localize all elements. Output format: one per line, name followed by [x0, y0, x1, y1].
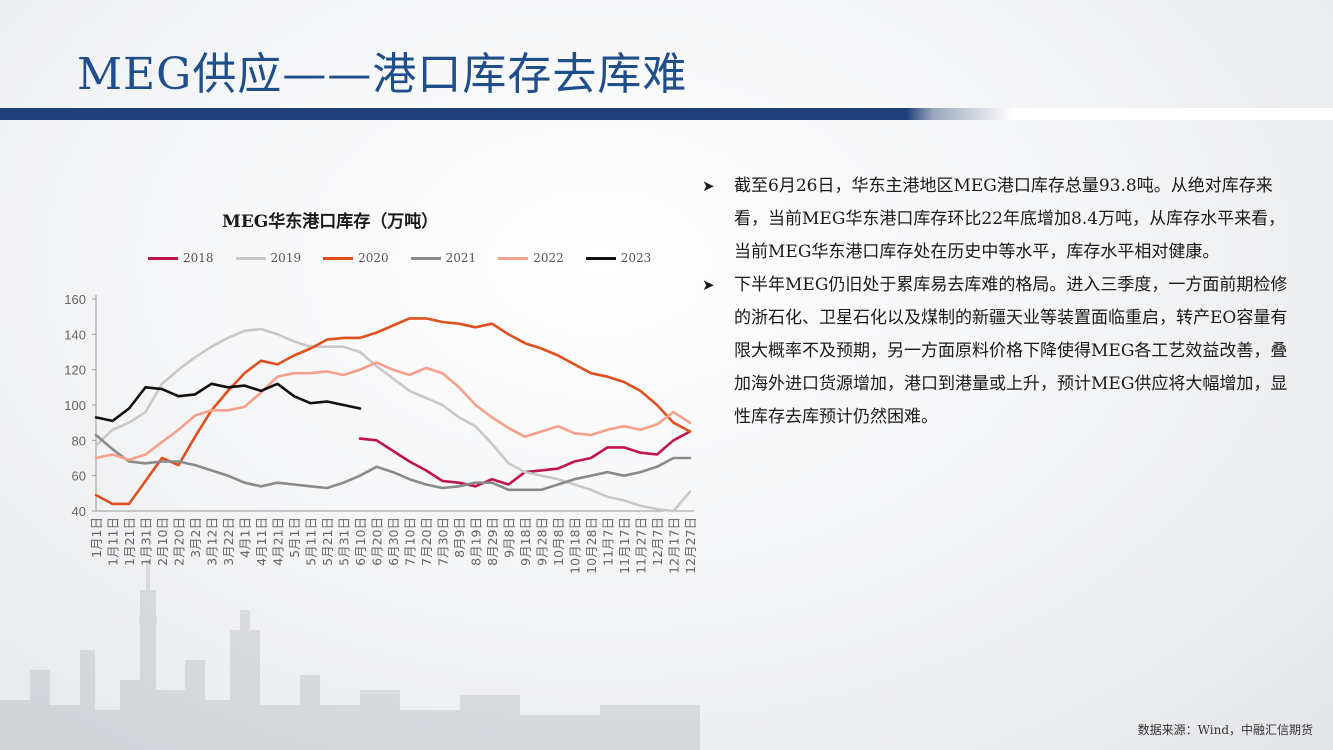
series-line-2021: [94, 433, 692, 492]
series-line-2020: [94, 317, 692, 506]
x-tick-label: 1月1日: [89, 517, 104, 558]
chart-legend: 2018 2019 2020 2021 2022 2023: [148, 251, 651, 265]
x-tick-label: 4月11日: [254, 517, 269, 566]
legend-swatch: [410, 256, 441, 260]
legend-swatch: [323, 256, 354, 260]
legend-item-2020: 2020: [323, 251, 389, 265]
x-tick-label: 12月27日: [683, 517, 698, 574]
data-source: 数据来源：Wind，中融汇信期货: [1137, 723, 1313, 737]
x-tick-label: 11月7日: [601, 517, 616, 566]
x-tick-label: 11月17日: [617, 517, 632, 574]
legend-label: 2022: [533, 251, 564, 265]
y-tick-label: 40: [72, 504, 86, 519]
header-band: [0, 108, 1333, 120]
x-tick-label: 1月11日: [106, 517, 121, 566]
x-tick-label: 5月1日: [287, 517, 302, 558]
x-tick-label: 3月2日: [188, 517, 203, 558]
x-tick-label: 9月8日: [502, 517, 517, 558]
bullet-text: 下半年MEG仍旧处于累库易去库难的格局。进入三季度，一方面前期检修的浙石化、卫星…: [734, 275, 1288, 427]
y-tick-label: 100: [64, 398, 86, 413]
bullet-text: 截至6月26日，华东主港地区MEG港口库存总量93.8吨。从绝对库存来看，当前M…: [734, 176, 1286, 262]
x-tick-label: 9月28日: [535, 517, 550, 566]
x-tick-label: 10月18日: [568, 517, 583, 574]
legend-label: 2023: [620, 251, 652, 265]
analysis-text: ➤ 截至6月26日，华东主港地区MEG港口库存总量93.8吨。从绝对库存来看，当…: [702, 170, 1292, 434]
x-tick-label: 10月28日: [584, 517, 599, 574]
legend-item-2019: 2019: [235, 251, 302, 265]
arrow-bullet-icon: ➤: [702, 177, 715, 195]
arrow-bullet-icon: ➤: [702, 276, 715, 294]
x-tick-label: 1月21日: [122, 517, 137, 566]
x-tick-label: 8月19日: [469, 517, 484, 566]
legend-label: 2020: [358, 251, 389, 265]
y-tick-label: 80: [72, 433, 86, 448]
x-tick-label: 9月18日: [518, 517, 533, 566]
legend-swatch: [148, 256, 178, 260]
chart-title: MEG华东港口库存（万吨）: [222, 212, 439, 232]
bullet-item: ➤ 下半年MEG仍旧处于累库易去库难的格局。进入三季度，一方面前期检修的浙石化、…: [702, 269, 1292, 434]
legend-item-2018: 2018: [148, 251, 214, 265]
x-tick-label: 11月27日: [634, 517, 649, 574]
y-tick-label: 140: [64, 327, 86, 342]
y-tick-label: 60: [72, 469, 86, 484]
legend-item-2021: 2021: [410, 251, 477, 265]
legend-swatch: [498, 256, 529, 260]
x-tick-label: 7月20日: [419, 517, 434, 566]
x-tick-label: 6月20日: [370, 517, 385, 566]
legend-swatch: [235, 256, 266, 260]
x-tick-label: 4月1日: [238, 517, 253, 558]
series-line-2023: [94, 382, 362, 423]
x-tick-label: 12月7日: [650, 517, 665, 566]
city-skyline-watermark: [0, 560, 700, 750]
page-title: MEG供应——港口库存去库难: [77, 49, 688, 100]
x-tick-label: 10月8日: [551, 517, 566, 566]
x-tick-label: 6月10日: [353, 517, 368, 566]
x-tick-label: 2月10日: [155, 517, 170, 566]
series-line-2019: [94, 327, 692, 513]
x-tick-label: 3月22日: [221, 517, 236, 566]
legend-swatch: [585, 256, 616, 260]
x-tick-label: 6月30日: [386, 517, 401, 566]
x-tick-label: 5月31日: [337, 517, 352, 566]
x-tick-label: 5月21日: [320, 517, 335, 566]
y-tick-label: 120: [64, 363, 86, 378]
x-tick-label: 5月11日: [304, 517, 319, 566]
x-tick-label: 7月10日: [403, 517, 418, 566]
legend-item-2022: 2022: [498, 251, 564, 265]
bullet-item: ➤ 截至6月26日，华东主港地区MEG港口库存总量93.8吨。从绝对库存来看，当…: [702, 170, 1292, 269]
x-tick-label: 7月30日: [436, 517, 451, 566]
x-tick-label: 4月21日: [271, 517, 286, 566]
x-tick-label: 1月31日: [139, 517, 154, 566]
series-line-2022: [94, 361, 692, 462]
legend-label: 2019: [270, 251, 302, 265]
y-tick-label: 160: [64, 292, 86, 307]
x-tick-label: 12月17日: [667, 517, 682, 574]
line-chart: 40 60 80 100 120 140 160 1月1日 1月11日 1月21日 1月31日 2月1…: [64, 292, 698, 574]
x-tick-label: 3月12日: [205, 517, 220, 566]
x-tick-label: 8月9日: [452, 517, 467, 558]
x-tick-label: 2月20日: [172, 517, 187, 566]
legend-item-2023: 2023: [585, 251, 652, 265]
legend-label: 2018: [183, 251, 214, 265]
x-tick-label: 8月29日: [485, 517, 500, 566]
legend-label: 2021: [445, 251, 477, 265]
